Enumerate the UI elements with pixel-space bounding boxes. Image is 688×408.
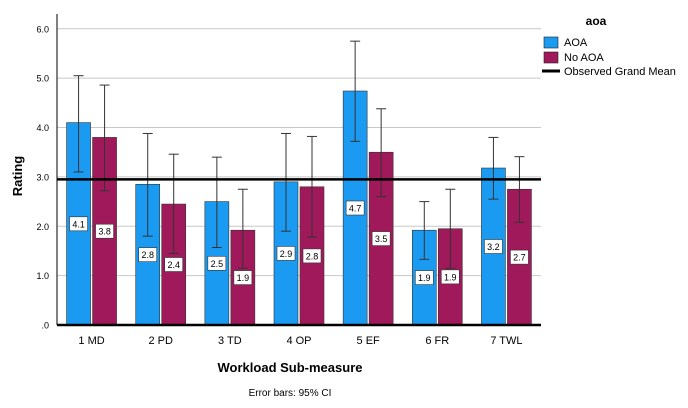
error-bar xyxy=(514,156,525,223)
y-tick-label: 5.0 xyxy=(36,74,49,84)
data-label: 2.5 xyxy=(207,255,227,271)
error-bar xyxy=(281,132,291,232)
data-label: 3.8 xyxy=(95,223,114,239)
y-tick-label: 1.0 xyxy=(36,271,49,281)
y-tick-label: 2.0 xyxy=(36,222,49,232)
error-bar xyxy=(307,135,317,238)
data-label: 2.9 xyxy=(276,246,296,261)
error-bar xyxy=(211,156,222,248)
x-tick-label: 5 EF xyxy=(357,335,381,347)
error-bar xyxy=(419,201,430,260)
x-tick-label: 7 TWL xyxy=(490,335,522,347)
error-bar xyxy=(445,188,456,269)
x-tick-label: 1 MD xyxy=(78,335,104,347)
error-bar xyxy=(73,75,84,173)
legend-swatch-aoa xyxy=(543,36,559,49)
data-label: 2.7 xyxy=(510,249,529,265)
data-label: 3.2 xyxy=(484,239,503,254)
error-bar xyxy=(237,188,248,269)
data-label: 4.1 xyxy=(69,216,88,232)
y-tick-label: .0 xyxy=(41,321,49,331)
error-bar xyxy=(168,153,179,254)
gridlines xyxy=(57,28,541,277)
svg-text:2.8: 2.8 xyxy=(306,251,319,261)
svg-text:2.4: 2.4 xyxy=(167,260,180,270)
x-tick-label: 6 FR xyxy=(425,335,449,347)
svg-text:2.9: 2.9 xyxy=(280,249,293,259)
x-tick-label: 4 OP xyxy=(286,335,311,347)
svg-text:3.5: 3.5 xyxy=(375,234,388,244)
x-tick-label: 3 TD xyxy=(218,335,242,347)
y-axis-title: Rating xyxy=(10,156,25,197)
legend-swatch-no-aoa xyxy=(543,51,559,64)
error-bar xyxy=(488,136,499,200)
legend: aoa AOA No AOA Observed Grand Mean xyxy=(542,14,676,78)
x-tick-label: 2 PD xyxy=(148,335,173,347)
data-label: 1.9 xyxy=(440,269,460,285)
svg-text:2.7: 2.7 xyxy=(513,253,526,263)
svg-text:4.1: 4.1 xyxy=(72,219,85,229)
svg-text:4.7: 4.7 xyxy=(349,204,362,214)
legend-label-aoa: AOA xyxy=(564,37,588,49)
data-labels: 4.1 3.8 2.8 2.4 2.5 1.9 2.9 2.8 4.7 3.5 1.9 1.9 3.2 2… xyxy=(69,200,529,285)
svg-text:1.9: 1.9 xyxy=(444,272,457,282)
svg-text:1.9: 1.9 xyxy=(237,273,250,283)
error-bar xyxy=(376,108,387,198)
data-label: 1.9 xyxy=(414,270,434,285)
data-label: 1.9 xyxy=(233,270,253,285)
error-bars xyxy=(73,40,525,269)
data-label: 2.8 xyxy=(138,247,158,262)
svg-text:3.2: 3.2 xyxy=(487,242,500,252)
x-axis-categories: 1 MD 2 PD 3 TD 4 OP 5 EF 6 FR 7 TWL xyxy=(78,335,522,347)
svg-text:3.8: 3.8 xyxy=(98,227,111,237)
data-label: 2.8 xyxy=(302,248,322,264)
footnote: Error bars: 95% CI xyxy=(249,388,332,399)
error-bar xyxy=(142,132,153,237)
y-tick-label: 3.0 xyxy=(36,172,49,182)
legend-label-grand-mean: Observed Grand Mean xyxy=(564,66,676,78)
svg-text:1.9: 1.9 xyxy=(418,273,431,283)
legend-title: aoa xyxy=(586,14,607,28)
svg-text:2.8: 2.8 xyxy=(141,250,154,260)
data-label: 4.7 xyxy=(345,200,365,216)
y-axis-ticks: .0 1.0 2.0 3.0 4.0 5.0 6.0 xyxy=(36,24,49,330)
data-label: 3.5 xyxy=(371,231,391,246)
legend-label-no-aoa: No AOA xyxy=(564,52,604,64)
error-bar xyxy=(350,40,361,142)
error-bar xyxy=(99,84,110,192)
data-label: 2.4 xyxy=(164,257,184,272)
y-tick-label: 4.0 xyxy=(36,123,49,133)
bars xyxy=(66,90,532,326)
axes xyxy=(56,14,541,327)
y-tick-label: 6.0 xyxy=(36,24,49,34)
svg-text:2.5: 2.5 xyxy=(211,259,224,269)
x-axis-title: Workload Sub-measure xyxy=(218,360,363,375)
